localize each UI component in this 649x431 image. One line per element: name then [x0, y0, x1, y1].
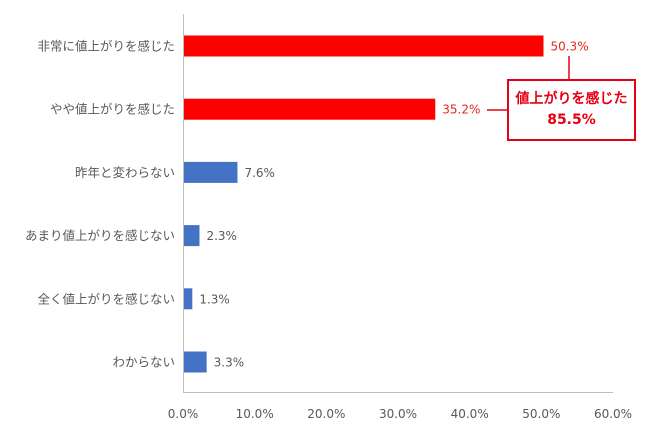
x-axis-ticks: 0.0% 10.0% 20.0% 30.0% 40.0% 50.0% 60.0% — [168, 407, 632, 421]
category-label-0: 非常に値上がりを感じた — [37, 39, 175, 54]
value-labels: 50.3% 35.2% 7.6% 2.3% 1.3% 3.3% — [199, 40, 588, 370]
x-tick-label-5: 50.0% — [522, 407, 560, 421]
category-label-1: やや値上がりを感じた — [50, 102, 175, 117]
x-tick-label-4: 40.0% — [451, 407, 489, 421]
category-label-3: あまり値上がりを感じない — [25, 228, 175, 243]
value-label-3: 2.3% — [206, 229, 237, 243]
bar-0 — [183, 35, 544, 57]
category-labels: 非常に値上がりを感じたやや値上がりを感じた昨年と変わらないあまり値上がりを感じな… — [25, 39, 175, 370]
value-label-2: 7.6% — [244, 166, 275, 180]
x-tick-label-3: 30.0% — [379, 407, 417, 421]
bar-5 — [183, 351, 207, 373]
value-label-5: 3.3% — [214, 356, 245, 370]
callout-value: 85.5% — [547, 112, 596, 128]
x-tick-label-2: 20.0% — [307, 407, 345, 421]
value-label-0: 50.3% — [550, 40, 588, 54]
bar-3 — [183, 225, 200, 247]
bars-group — [183, 35, 544, 373]
x-tick-label-1: 10.0% — [236, 407, 274, 421]
value-label-1: 35.2% — [442, 103, 480, 117]
callout-title: 値上がりを感じた — [515, 91, 628, 107]
category-label-5: わからない — [112, 355, 175, 370]
x-tick-label-0: 0.0% — [168, 407, 199, 421]
bar-2 — [183, 161, 238, 183]
callout-connectors — [487, 56, 570, 111]
bar-1 — [183, 98, 436, 120]
x-tick-label-6: 60.0% — [594, 407, 632, 421]
category-label-2: 昨年と変わらない — [75, 165, 175, 180]
value-label-4: 1.3% — [199, 292, 230, 306]
category-label-4: 全く値上がりを感じない — [37, 291, 175, 306]
bar-4 — [183, 288, 193, 310]
summary-callout: 値上がりを感じた 85.5% — [507, 79, 636, 141]
